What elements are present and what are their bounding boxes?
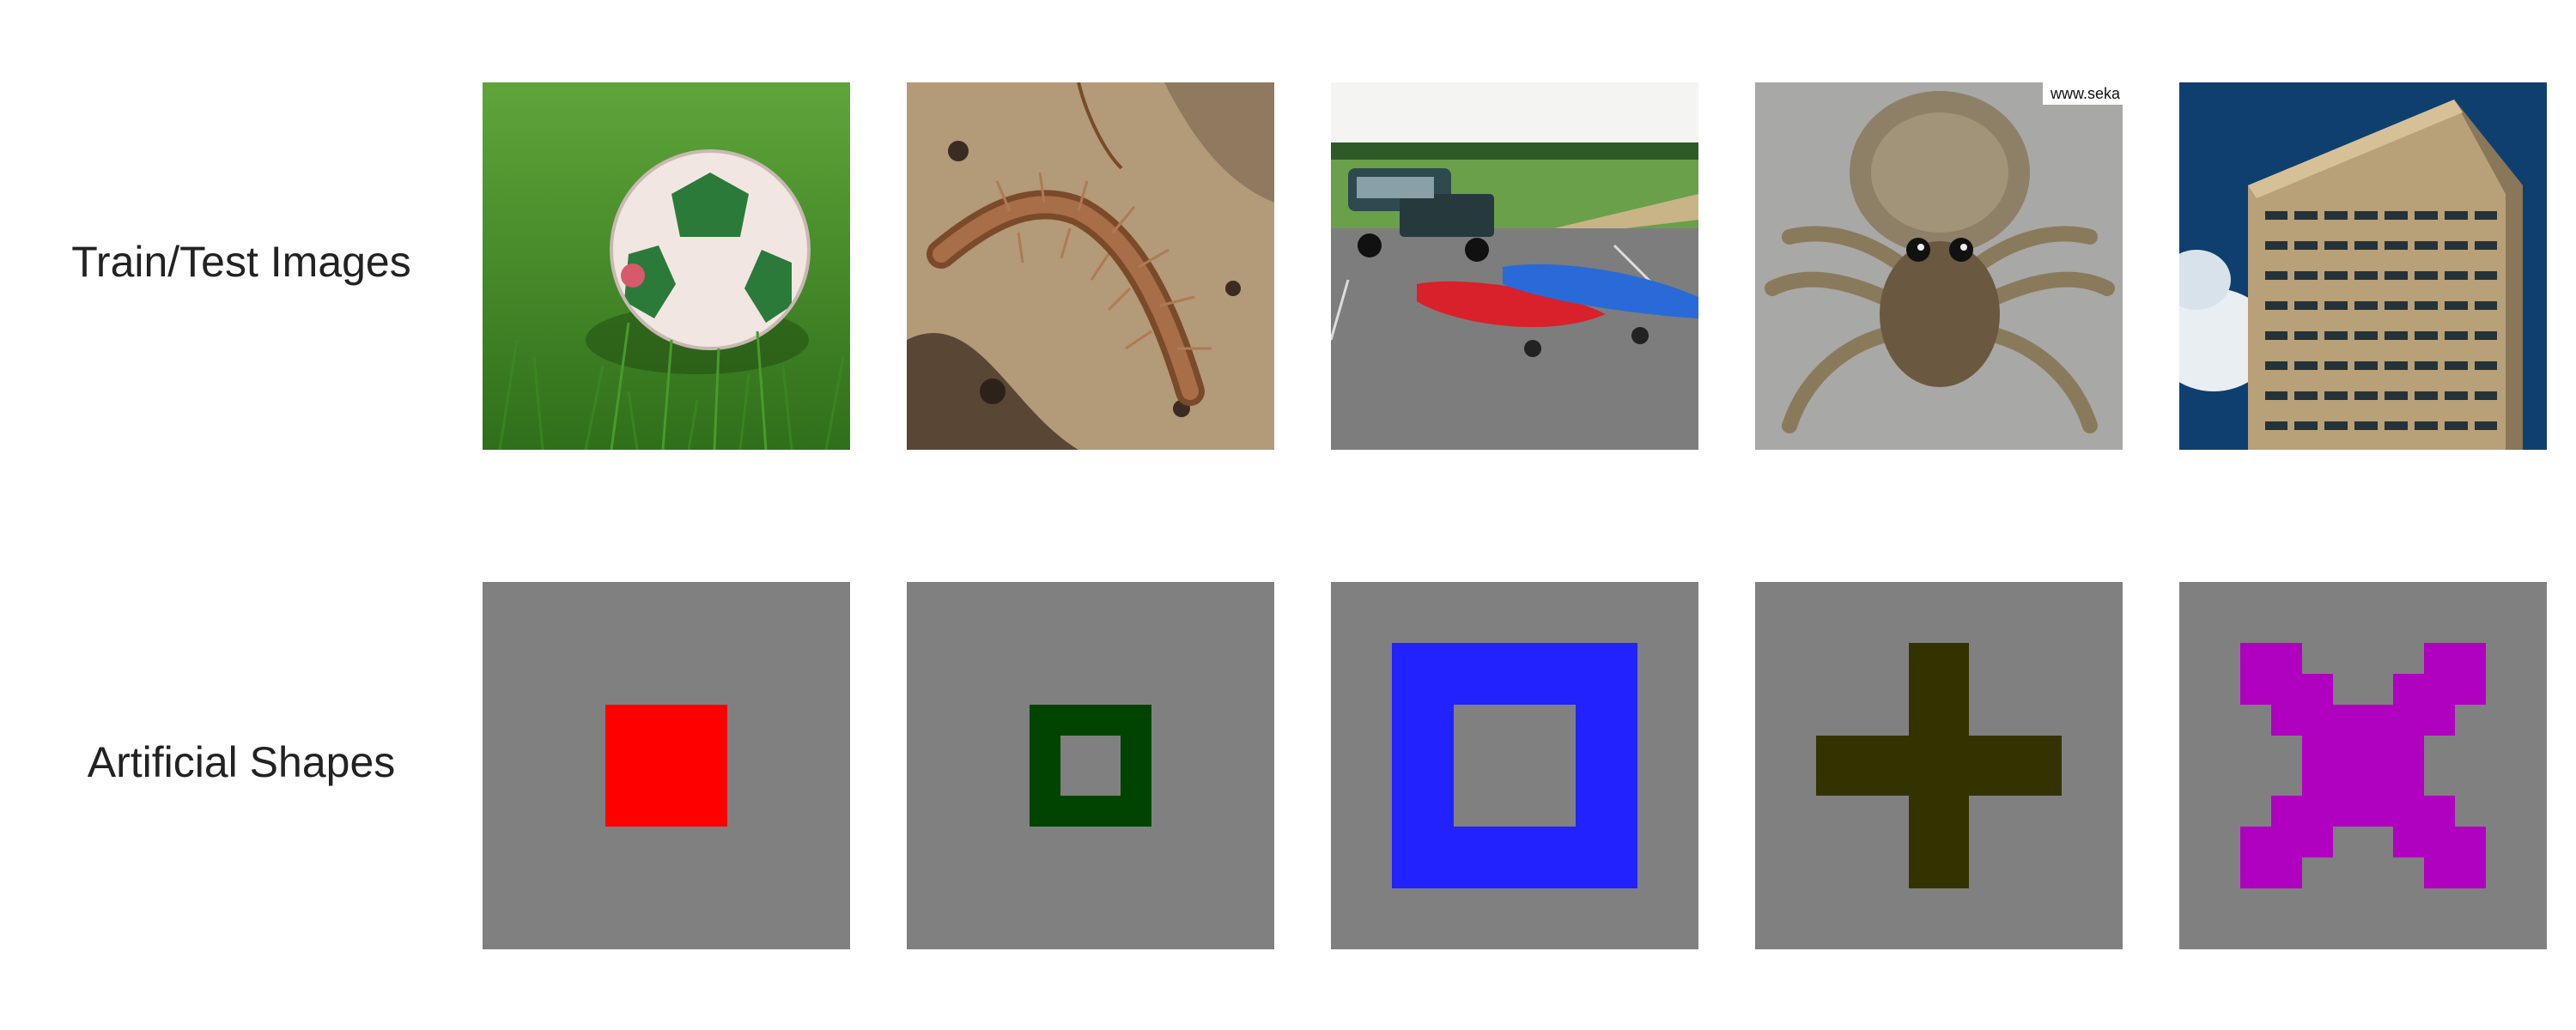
- row-label-artificial-shapes: Artificial Shapes: [87, 738, 396, 786]
- photo-soccer-ball: [483, 82, 850, 450]
- soccer-ball-icon: [483, 82, 850, 450]
- photo-truck-kayaks: [1331, 82, 1698, 450]
- shape-plus-cross: [1755, 582, 2123, 949]
- truck-kayaks-icon: [1331, 82, 1698, 450]
- hollow-square-small-icon: [1030, 705, 1151, 827]
- spider-icon: www.seka: [1755, 82, 2123, 450]
- row-label-train-test: Train/Test Images: [71, 238, 411, 286]
- shape-hollow-square-small: [907, 582, 1274, 949]
- photo-centipede: [907, 82, 1274, 450]
- x-cross-icon: [2240, 643, 2486, 888]
- shape-filled-square: [483, 582, 850, 949]
- hollow-square-large-icon: [1392, 643, 1637, 888]
- shape-x-cross: [2179, 582, 2547, 949]
- filled-square-icon: [605, 705, 727, 827]
- plus-cross-icon: [1816, 643, 2062, 888]
- building-icon: [2179, 82, 2547, 450]
- photo-watermark: www.seka: [2050, 85, 2121, 102]
- photo-spider: www.seka: [1755, 82, 2123, 450]
- photo-building: [2179, 82, 2547, 450]
- centipede-icon: [907, 82, 1274, 450]
- shape-hollow-square-large: [1331, 582, 1698, 949]
